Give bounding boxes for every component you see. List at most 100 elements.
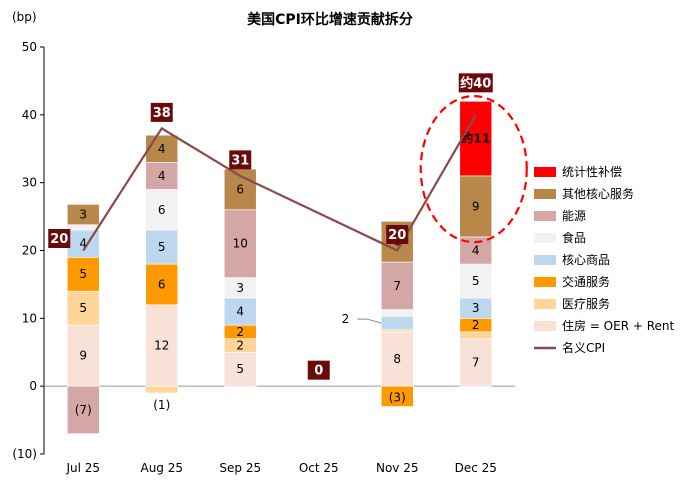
legend-label: 住房 = OER + Rent (562, 318, 675, 333)
legend-swatch (534, 167, 556, 177)
label-text: 38 (153, 106, 171, 121)
data-label: 9 (472, 199, 480, 213)
legend-swatch (534, 255, 556, 265)
data-label: 4 (158, 142, 166, 156)
legend-item: 核心商品 (534, 252, 610, 267)
x-tick-label: Oct 25 (299, 461, 339, 475)
data-label: 10 (233, 237, 248, 251)
data-label: 4 (472, 244, 480, 258)
callout-line (357, 318, 382, 324)
bar-segment (66, 224, 100, 231)
y-tick-label: 20 (22, 244, 37, 258)
bar-segment (66, 204, 100, 226)
label-text: 20 (388, 228, 406, 243)
label-box (150, 102, 173, 122)
legend-item: 交通服务 (534, 274, 610, 289)
bar-segment (145, 385, 179, 394)
bar-segment (459, 175, 493, 238)
legend-label: 交通服务 (562, 274, 610, 289)
data-label: 5 (79, 267, 87, 281)
legend-label: 食品 (562, 230, 586, 245)
data-label: 6 (236, 182, 244, 196)
y-tick-label: 10 (22, 311, 37, 325)
bar-segment (380, 309, 414, 317)
label-box (48, 229, 71, 248)
data-label: 4 (79, 237, 87, 251)
legend-item: 能源 (534, 209, 586, 223)
cpi-value-label: 38 (150, 102, 173, 122)
bar-segment (145, 263, 179, 306)
data-label: 2 (472, 318, 480, 332)
data-label: 4 (158, 169, 166, 183)
cpi-value-label: 20 (386, 225, 409, 244)
legend-label: 名义CPI (562, 340, 605, 355)
label-text: 约40 (460, 75, 491, 91)
legend-item: 统计性补偿 (534, 164, 622, 179)
cpi-value-label: 31 (229, 150, 252, 170)
data-label: 3 (236, 281, 244, 295)
data-label: (7) (75, 403, 92, 417)
y-tick-label: 30 (22, 176, 37, 190)
cpi-line (82, 114, 477, 252)
legend-label: 能源 (562, 209, 586, 223)
bar-segment (459, 338, 493, 387)
legend-label: 医疗服务 (562, 296, 610, 311)
y-tick-label: 50 (22, 40, 37, 54)
data-label: 5 (79, 301, 87, 315)
bar-segment (66, 290, 100, 326)
legend-swatch (534, 233, 556, 243)
x-tick-label: Nov 25 (376, 461, 419, 475)
legend-swatch (534, 211, 556, 221)
legend-label: 核心商品 (562, 252, 610, 267)
bar-segment (459, 331, 493, 339)
legend-item: 名义CPI (534, 340, 605, 355)
data-label: 6 (158, 203, 166, 217)
legend-swatch (534, 277, 556, 287)
x-tick-label: Sep 25 (219, 461, 261, 475)
bar-segment (66, 256, 100, 292)
y-tick-label: 0 (29, 379, 37, 393)
data-label: 2 (236, 325, 244, 339)
data-label: 7 (472, 355, 480, 369)
bar-segment (380, 329, 414, 333)
data-label: 7 (393, 279, 401, 293)
legend-item: 住房 = OER + Rent (534, 318, 675, 333)
legend-item: 其他核心服务 (534, 186, 634, 201)
y-tick-label: (10) (12, 447, 37, 461)
label-text: 0 (314, 364, 323, 379)
bar-segment (145, 189, 179, 231)
data-label: (1) (153, 398, 170, 412)
data-label: 5 (236, 362, 244, 376)
highlight-ring (419, 95, 528, 244)
y-axis-label: (bp) (12, 10, 37, 24)
label-box (386, 225, 409, 244)
data-label: 9 (79, 349, 87, 363)
legend-swatch (534, 321, 556, 331)
data-label: 约11 (461, 131, 490, 146)
cpi-value-label: 约40 (458, 73, 493, 93)
label-box (229, 150, 252, 170)
data-label: 5 (472, 274, 480, 288)
legend-swatch (534, 189, 556, 199)
x-tick-label: Dec 25 (455, 461, 497, 475)
bar-segment (145, 162, 179, 190)
data-label: 5 (158, 240, 166, 254)
x-tick-label: Jul 25 (65, 461, 100, 475)
bar-segment (223, 209, 257, 278)
bar-segment (66, 324, 100, 387)
bar-segment (459, 100, 493, 177)
bar-segment (66, 385, 100, 434)
bar-segment (145, 229, 179, 265)
cpi-value-label: 0 (307, 360, 330, 380)
label-text: 31 (231, 153, 249, 168)
data-label: 2 (236, 338, 244, 352)
chart-title: 美国CPI环比增速贡献拆分 (247, 11, 413, 28)
legend-label: 其他核心服务 (562, 186, 634, 201)
x-tick-label: Aug 25 (140, 461, 183, 475)
data-label: 2 (342, 312, 350, 326)
bar-segment (380, 385, 414, 407)
bar-segment (380, 315, 414, 331)
label-box (307, 360, 330, 380)
